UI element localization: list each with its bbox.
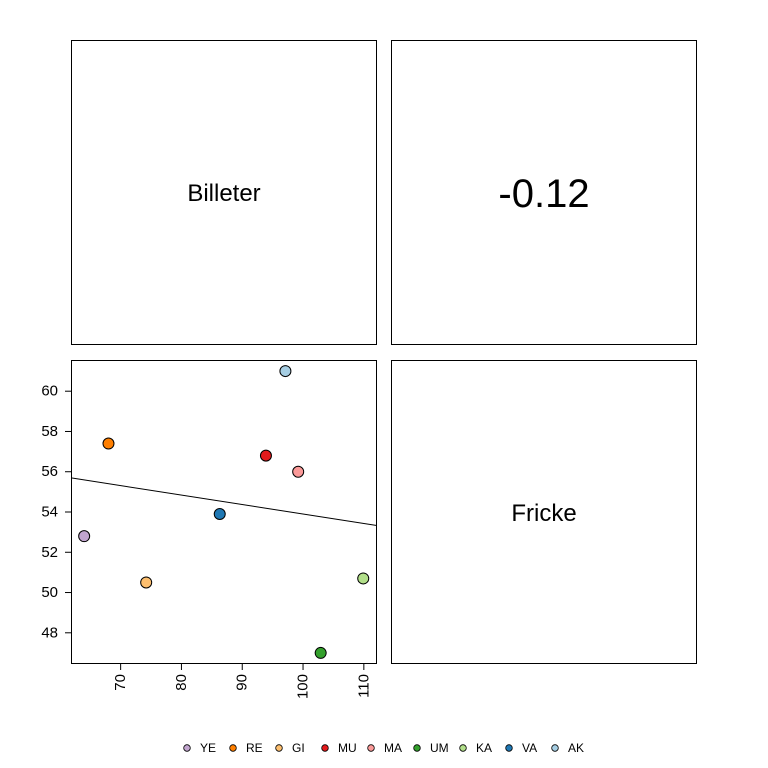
panel-top-right: -0.12: [391, 40, 697, 345]
legend-swatch-ka: [459, 744, 467, 752]
x-tick-label-70: 70: [112, 674, 129, 691]
point-va: [213, 508, 226, 521]
x-tick-label-80: 80: [173, 674, 190, 691]
panel-top-right-frame: [391, 40, 697, 345]
point-um: [314, 646, 327, 659]
legend-label-ka: KA: [476, 741, 492, 755]
y-axis: 48 50 52 54 56 58 60: [41, 383, 72, 641]
legend-label-re: RE: [246, 741, 263, 755]
legend-label-ye: YE: [200, 741, 216, 755]
x-tick-label-100: 100: [295, 674, 312, 699]
y-tick-label-60: 60: [41, 383, 58, 400]
correlation-value: -0.12: [498, 172, 589, 216]
point-mu: [259, 449, 272, 462]
legend-swatch-ma: [367, 744, 375, 752]
x-axis: 70 80 90 100 110: [112, 663, 372, 699]
legend-swatch-um: [413, 744, 421, 752]
y-tick-label-58: 58: [41, 423, 58, 440]
legend-swatch-ak: [551, 744, 559, 752]
panel-bottom-right: Fricke: [391, 360, 697, 664]
legend-label-gi: GI: [292, 741, 305, 755]
y-tick-label-56: 56: [41, 463, 58, 480]
y-tick-label-52: 52: [41, 544, 58, 561]
fit-line: [72, 477, 376, 526]
point-ak: [279, 365, 292, 378]
legend-label-ak: AK: [568, 741, 584, 755]
legend-swatch-gi: [275, 744, 283, 752]
x-tick-label-90: 90: [234, 674, 251, 691]
diagonal-label-billeter: Billeter: [187, 180, 260, 207]
point-ma: [292, 465, 305, 478]
diagonal-label-fricke: Fricke: [511, 500, 576, 527]
legend-swatch-re: [229, 744, 237, 752]
point-re: [102, 437, 115, 450]
legend: YE RE GI MU MA UM KA VA AK: [183, 741, 584, 755]
y-tick-label-54: 54: [41, 504, 58, 521]
panel-bottom-right-frame: [391, 360, 697, 664]
x-tick-label-110: 110: [355, 674, 372, 698]
legend-label-um: UM: [430, 741, 449, 755]
legend-label-ma: MA: [384, 741, 402, 755]
panel-top-left-frame: [71, 40, 377, 345]
legend-swatch-ye: [183, 744, 191, 752]
point-ka: [357, 572, 370, 585]
y-tick-label-48: 48: [41, 624, 58, 641]
panel-scatter: 70 80 90 100 110 48 50 52 54 56 58 60: [41, 360, 377, 699]
y-tick-label-50: 50: [41, 584, 58, 601]
panel-top-left: Billeter: [71, 40, 377, 345]
point-gi: [140, 576, 153, 589]
legend-swatch-mu: [321, 744, 329, 752]
point-ye: [78, 530, 91, 543]
legend-swatch-va: [505, 744, 513, 752]
legend-label-mu: MU: [338, 741, 357, 755]
legend-label-va: VA: [522, 741, 537, 755]
